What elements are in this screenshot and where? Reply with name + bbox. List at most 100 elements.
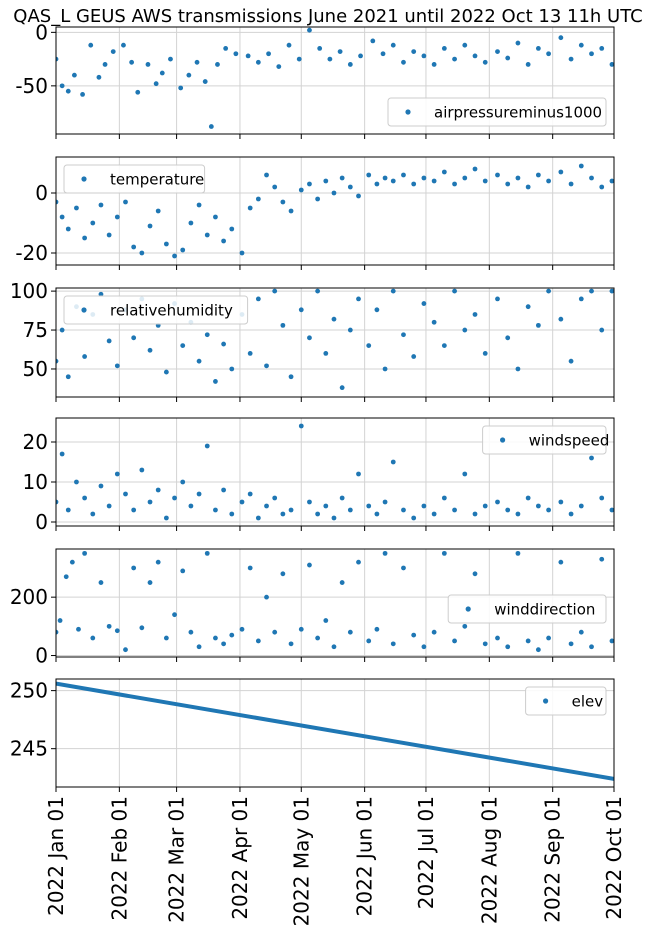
data-point <box>159 70 165 76</box>
data-point <box>452 181 457 187</box>
data-point <box>431 62 437 67</box>
data-point <box>525 62 531 67</box>
data-point <box>366 172 372 178</box>
data-point <box>90 635 96 641</box>
data-point <box>482 59 488 65</box>
data-point <box>589 644 594 650</box>
data-point <box>307 27 312 33</box>
legend-winddirection: winddirection <box>447 594 607 624</box>
data-point <box>307 335 312 341</box>
data-point <box>589 288 594 294</box>
data-point <box>131 335 137 341</box>
data-point <box>82 235 88 241</box>
data-point <box>535 46 541 51</box>
data-point <box>57 618 63 623</box>
data-point <box>266 51 271 57</box>
data-point <box>380 51 386 57</box>
series-airpressureminus1000 <box>56 27 614 129</box>
data-point <box>90 220 96 226</box>
data-point <box>56 199 59 205</box>
data-point <box>180 479 186 485</box>
data-point <box>221 641 227 647</box>
data-point <box>59 83 65 89</box>
data-point <box>609 507 614 513</box>
data-point <box>482 503 488 509</box>
data-point <box>280 322 286 328</box>
data-point <box>213 507 218 513</box>
data-point <box>441 46 447 51</box>
data-point <box>331 515 337 521</box>
x-tick-label: 2022 Mar 01 <box>165 796 189 923</box>
x-tick-label: 2022 Jan 01 <box>44 796 68 916</box>
data-point <box>401 59 406 65</box>
data-point <box>255 515 261 521</box>
data-point <box>272 288 278 294</box>
data-point <box>188 503 194 509</box>
data-point <box>382 550 388 556</box>
data-point <box>98 580 104 585</box>
data-point <box>347 327 353 333</box>
data-point <box>589 455 594 461</box>
data-point <box>599 556 605 562</box>
data-point <box>96 74 102 80</box>
data-point <box>390 288 396 294</box>
data-point <box>578 296 584 302</box>
data-point <box>366 503 372 509</box>
data-point <box>59 214 65 220</box>
x-tick-label: 2022 Apr 01 <box>228 796 252 920</box>
data-point <box>431 178 437 184</box>
data-point <box>204 443 210 449</box>
data-point <box>589 175 594 181</box>
data-point <box>546 178 551 184</box>
data-point <box>196 644 202 650</box>
y-tick-label: 0 <box>35 510 48 534</box>
legend-box <box>482 425 607 455</box>
data-point <box>323 503 329 509</box>
legend-box <box>63 164 206 194</box>
data-point <box>323 178 329 184</box>
data-point <box>515 175 521 181</box>
data-point <box>356 296 361 302</box>
data-point <box>298 187 304 193</box>
data-point <box>370 38 376 44</box>
data-point <box>390 178 396 184</box>
data-point <box>339 580 345 585</box>
data-point <box>255 59 261 65</box>
data-point <box>114 628 120 634</box>
data-point <box>482 351 488 356</box>
data-point <box>186 72 192 78</box>
data-point <box>204 550 210 556</box>
data-point <box>558 35 564 41</box>
y-tick-label: 20 <box>23 430 48 454</box>
data-point <box>172 253 177 259</box>
data-point <box>525 495 531 501</box>
data-point <box>69 559 75 565</box>
data-point <box>131 507 137 513</box>
y-tick-label: -50 <box>15 74 48 98</box>
data-point <box>317 46 323 51</box>
data-point <box>323 351 329 356</box>
data-point <box>495 635 500 641</box>
data-point <box>382 366 388 372</box>
data-point <box>229 226 235 232</box>
data-point <box>147 580 153 585</box>
data-point <box>599 46 605 51</box>
data-point <box>196 202 202 208</box>
data-point <box>80 92 85 97</box>
data-point <box>121 42 126 48</box>
data-point <box>280 511 286 517</box>
series-elev <box>56 681 614 781</box>
data-point <box>472 312 478 317</box>
data-point <box>71 72 77 78</box>
y-tick-label: -20 <box>15 241 48 265</box>
data-point <box>515 366 521 372</box>
data-point <box>441 343 447 349</box>
data-point <box>82 495 88 501</box>
data-point <box>82 354 88 359</box>
data-point <box>139 250 145 256</box>
data-point <box>401 565 406 571</box>
data-point <box>76 626 81 632</box>
data-point <box>204 332 210 338</box>
data-point <box>472 166 478 172</box>
data-point <box>255 296 261 302</box>
